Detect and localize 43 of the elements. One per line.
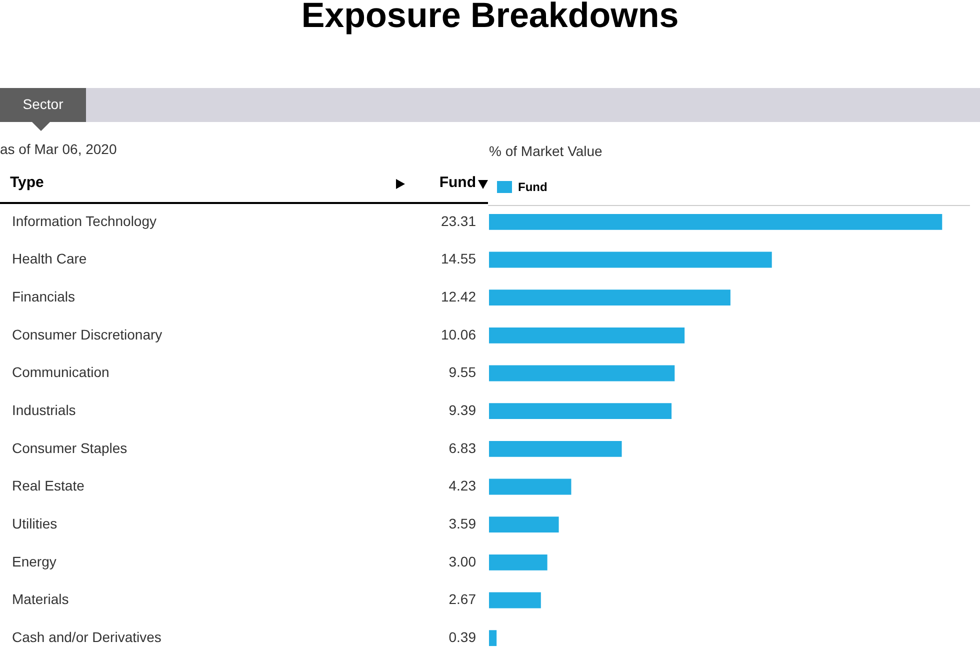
y-tick-label: Financials bbox=[12, 288, 76, 304]
data-label: 12.42 bbox=[440, 288, 476, 304]
y-tick-label: Consumer Discretionary bbox=[12, 326, 162, 342]
data-label: 3.59 bbox=[448, 515, 476, 532]
y-tick-label: Materials bbox=[12, 591, 69, 608]
bar bbox=[489, 440, 622, 457]
y-tick-label: Utilities bbox=[12, 515, 58, 532]
data-label: 9.39 bbox=[448, 402, 476, 418]
y-tick-label: Energy bbox=[12, 553, 56, 570]
text: as of Mar 06, 2020 bbox=[0, 141, 117, 157]
y-tick-label: Consumer Staples bbox=[12, 440, 128, 456]
bar bbox=[489, 327, 685, 344]
bar bbox=[489, 592, 541, 608]
chart-title: Exposure Breakdowns bbox=[300, 0, 680, 36]
data-label: 3.00 bbox=[448, 553, 476, 570]
y-tick-label: Real Estate bbox=[12, 478, 85, 494]
data-label: 4.23 bbox=[448, 478, 476, 494]
data-label: 0.39 bbox=[448, 628, 476, 645]
text: Sector bbox=[0, 88, 86, 122]
data-label: 10.06 bbox=[440, 326, 476, 342]
data-label: 14.55 bbox=[440, 250, 476, 267]
y-tick-label: Health Care bbox=[12, 250, 87, 267]
bar bbox=[489, 214, 942, 230]
bar bbox=[489, 554, 548, 570]
x-axis-title: % of Market Value bbox=[489, 143, 602, 159]
bar bbox=[489, 630, 497, 646]
bar bbox=[489, 478, 572, 495]
y-tick-label: Industrials bbox=[12, 402, 76, 418]
text: Fund bbox=[439, 174, 476, 191]
text: Type bbox=[10, 174, 44, 191]
bar bbox=[489, 365, 675, 382]
bar bbox=[489, 252, 772, 268]
data-label: 9.55 bbox=[448, 364, 476, 380]
data-label: 23.31 bbox=[440, 212, 476, 229]
bar bbox=[489, 290, 730, 306]
bar bbox=[489, 516, 559, 533]
data-label: 2.67 bbox=[448, 591, 476, 608]
y-tick-label: Information Technology bbox=[12, 212, 156, 229]
y-tick-label: Communication bbox=[12, 364, 110, 380]
data-label: 6.83 bbox=[448, 440, 476, 456]
y-tick-label: Cash and/or Derivatives bbox=[12, 628, 162, 645]
legend-label: Fund bbox=[518, 180, 548, 194]
bar bbox=[489, 403, 672, 420]
